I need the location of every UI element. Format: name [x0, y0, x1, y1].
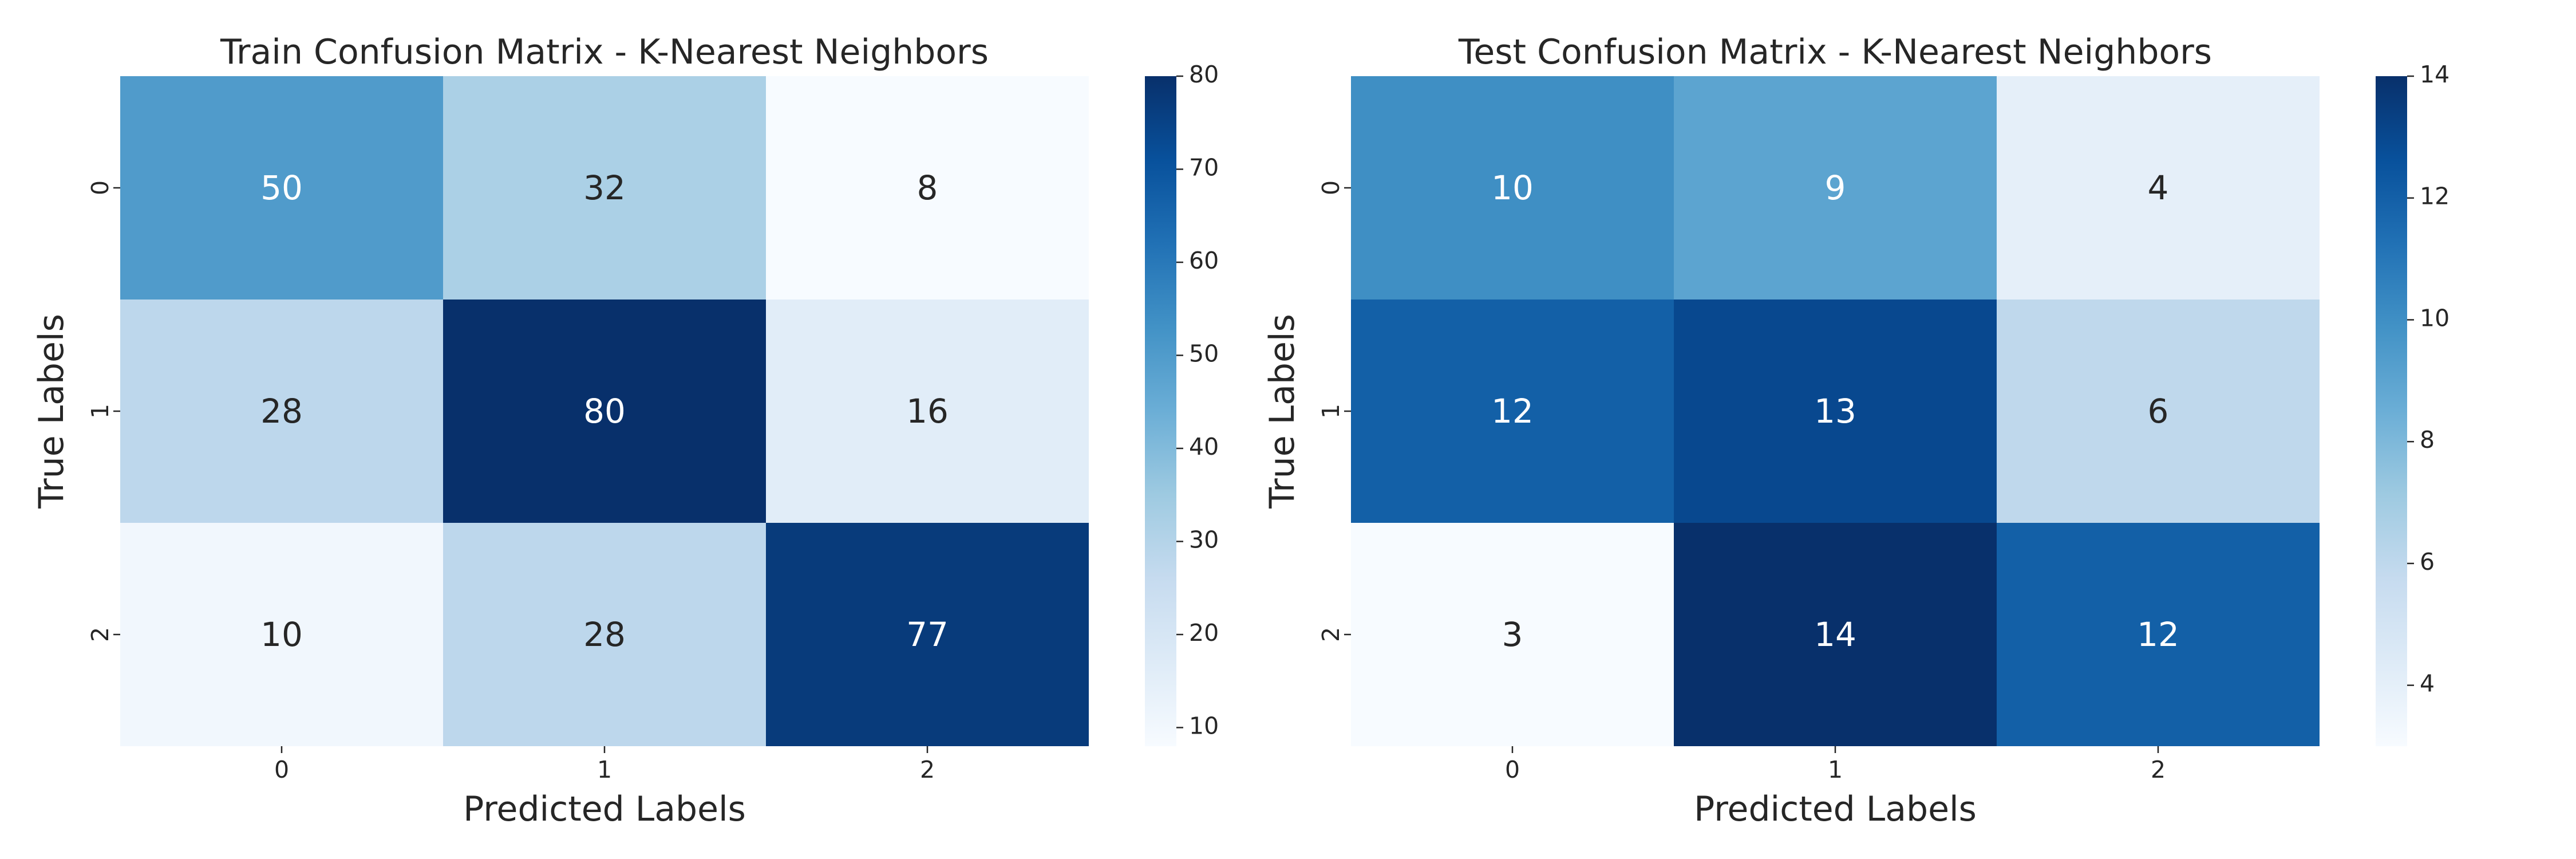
train-y-tick-label-1: 1	[86, 404, 114, 419]
test-cell-label-r1-c1: 13	[1814, 392, 1856, 431]
train-y-tick-label-0: 0	[86, 180, 114, 195]
train-cell-r0-c0	[120, 76, 443, 300]
test-cell-label-r2-c0: 3	[1502, 615, 1523, 654]
test-colorbar-tick-label-0: 4	[2420, 670, 2435, 698]
test-cell-label-r2-c1: 14	[1814, 615, 1856, 654]
train-colorbar-tick-label-1: 20	[1189, 619, 1219, 647]
test-x-tick-label-0: 0	[1505, 756, 1520, 783]
train-colorbar-tick-label-5: 60	[1189, 247, 1219, 274]
test-colorbar-tick-label-4: 12	[2420, 183, 2449, 210]
test-x-tick-label-1: 1	[1828, 756, 1843, 783]
train-cell-r2-c2	[766, 523, 1089, 746]
test-cell-r0-c2	[1997, 76, 2320, 300]
test-cell-r0-c1	[1674, 76, 1997, 300]
train-y-tick-label-2: 2	[86, 627, 114, 642]
train-colorbar-gradient	[1145, 76, 1176, 746]
test-colorbar-gradient	[2376, 76, 2407, 746]
test-cell-r1-c2	[1997, 300, 2320, 523]
test-x-tick-label-2: 2	[2151, 756, 2166, 783]
test-cell-label-r0-c2: 4	[2148, 168, 2169, 207]
test-cell-r1-c0	[1351, 300, 1674, 523]
train-x-axis-label: Predicted Labels	[463, 789, 746, 829]
test-cell-r2-c2	[1997, 523, 2320, 746]
test-x-axis-label: Predicted Labels	[1694, 789, 1977, 829]
test-chart-title: Test Confusion Matrix - K-Nearest Neighb…	[1458, 32, 2212, 72]
train-y-axis-label: True Labels	[31, 314, 72, 509]
train-x-tick-label-0: 0	[274, 756, 289, 783]
train-x-tick-label-2: 2	[920, 756, 935, 783]
train-cell-r1-c1	[443, 300, 766, 523]
train-cell-r1-c2	[766, 300, 1089, 523]
test-cell-r2-c0	[1351, 523, 1674, 746]
test-y-tick-label-2: 2	[1317, 627, 1345, 642]
train-x-tick-label-1: 1	[597, 756, 612, 783]
test-heatmap: Test Confusion Matrix - K-Nearest Neighb…	[1262, 32, 2449, 829]
test-y-tick-label-1: 1	[1317, 404, 1345, 419]
train-cell-label-r0-c2: 8	[917, 168, 938, 207]
train-cell-r1-c0	[120, 300, 443, 523]
train-chart-title: Train Confusion Matrix - K-Nearest Neigh…	[220, 32, 989, 72]
test-colorbar-tick-label-1: 6	[2420, 548, 2435, 576]
test-cell-label-r1-c2: 6	[2148, 392, 2169, 431]
train-cell-r2-c1	[443, 523, 766, 746]
test-cell-r2-c1	[1674, 523, 1997, 746]
train-cell-label-r1-c0: 28	[260, 392, 303, 431]
test-y-axis-label: True Labels	[1262, 314, 1302, 509]
train-cell-label-r1-c2: 16	[906, 392, 949, 431]
train-cell-r0-c2	[766, 76, 1089, 300]
train-cell-label-r0-c1: 32	[583, 168, 626, 207]
train-cell-label-r2-c2: 77	[906, 615, 949, 654]
test-y-tick-label-0: 0	[1317, 180, 1345, 195]
test-cell-r1-c1	[1674, 300, 1997, 523]
test-colorbar-tick-label-5: 14	[2420, 61, 2449, 88]
train-colorbar-tick-label-3: 40	[1189, 433, 1219, 460]
test-colorbar: 4 6 8 10 12 14	[2376, 61, 2449, 746]
train-cell-label-r0-c0: 50	[260, 168, 303, 207]
train-colorbar-tick-label-0: 10	[1189, 712, 1219, 740]
test-cell-label-r0-c0: 10	[1491, 168, 1534, 207]
test-colorbar-tick-label-2: 8	[2420, 426, 2435, 454]
train-colorbar-tick-label-4: 50	[1189, 340, 1219, 368]
train-cell-r2-c0	[120, 523, 443, 746]
test-cell-label-r2-c2: 12	[2137, 615, 2179, 654]
train-colorbar-tick-label-7: 80	[1189, 61, 1219, 88]
train-heatmap: Train Confusion Matrix - K-Nearest Neigh…	[31, 32, 1219, 829]
train-cell-label-r1-c1: 80	[583, 392, 626, 431]
train-cell-r0-c1	[443, 76, 766, 300]
test-cell-label-r0-c1: 9	[1825, 168, 1846, 207]
train-colorbar: 10 20 30 40 50 60 70 80	[1145, 61, 1219, 746]
train-cell-label-r2-c1: 28	[583, 615, 626, 654]
test-colorbar-tick-label-3: 10	[2420, 304, 2449, 332]
train-colorbar-tick-label-6: 70	[1189, 154, 1219, 182]
train-cell-label-r2-c0: 10	[260, 615, 303, 654]
test-cell-label-r1-c0: 12	[1491, 392, 1534, 431]
test-cell-r0-c0	[1351, 76, 1674, 300]
train-colorbar-tick-label-2: 30	[1189, 526, 1219, 554]
